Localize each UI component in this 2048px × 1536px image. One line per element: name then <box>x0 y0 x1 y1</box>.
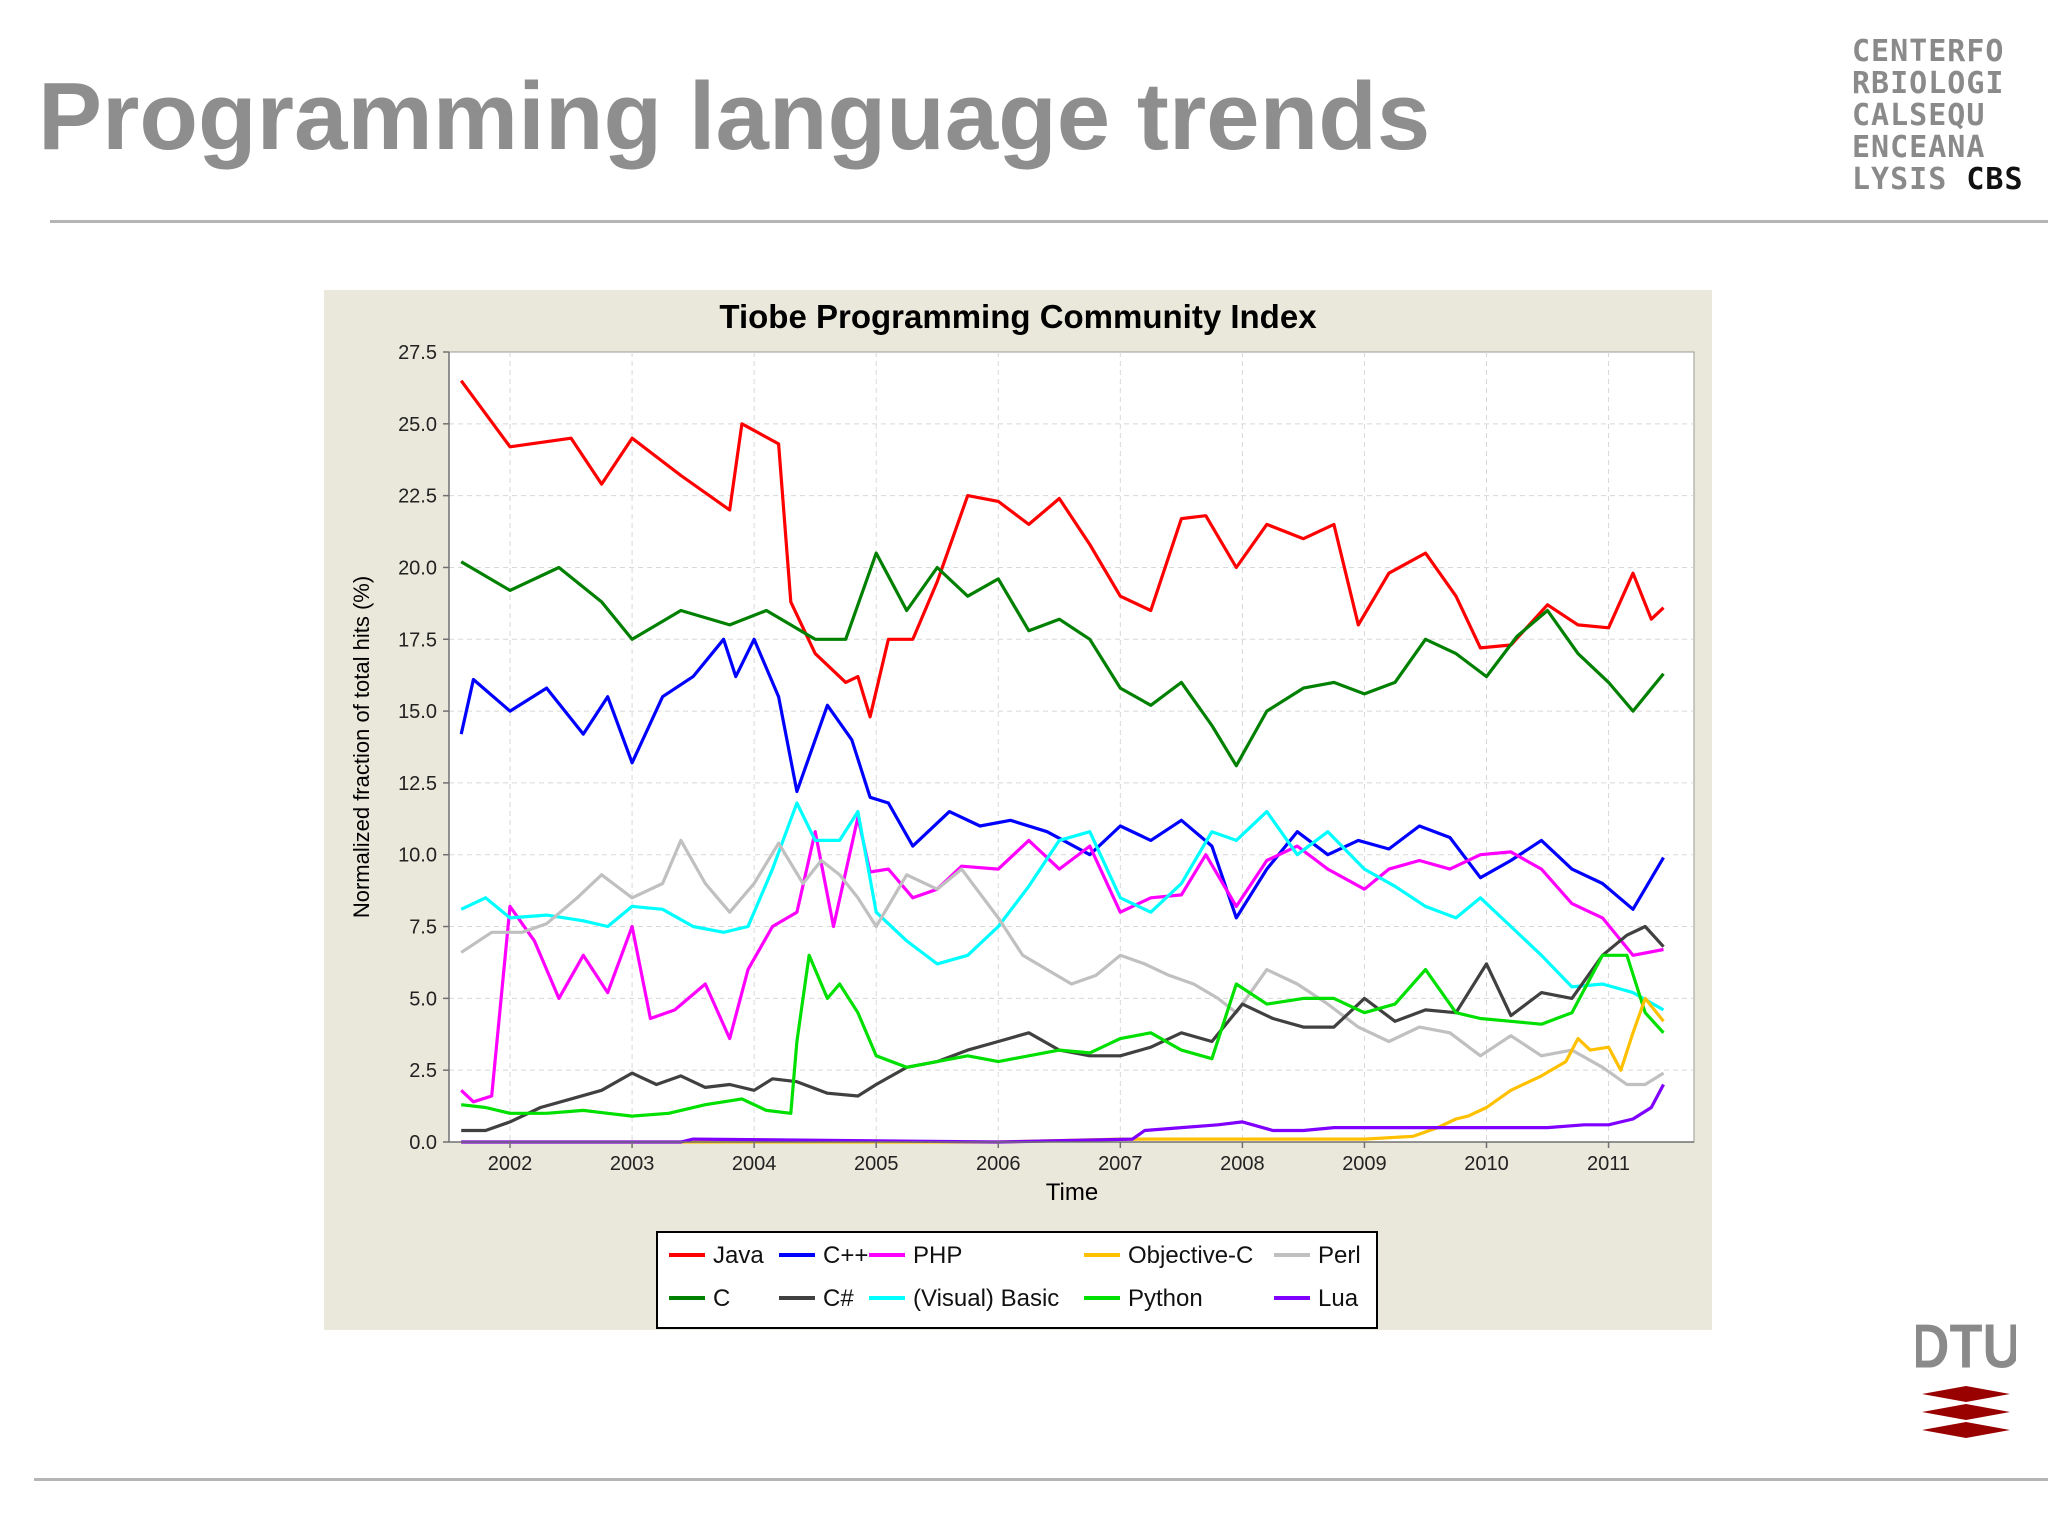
slide-title: Programming language trends <box>38 63 1431 170</box>
series-line-python <box>461 953 1665 1118</box>
dtu-logo: DTU <box>1916 1316 2016 1438</box>
y-tick-label: 25.0 <box>398 414 437 436</box>
y-tick-label: 5.0 <box>409 988 437 1010</box>
cbs-logo-line: CENTERFO <box>1852 34 2005 69</box>
cbs-logo-strong: CBS <box>1966 162 2024 197</box>
legend-label: Lua <box>1318 1285 1359 1312</box>
x-tick-label: 2011 <box>1587 1153 1630 1175</box>
y-tick-label: 20.0 <box>398 557 437 579</box>
cbs-logo: CENTERFO RBIOLOGI CALSEQU ENCEANA LYSIS … <box>1852 34 2024 197</box>
legend-label: Perl <box>1318 1242 1361 1269</box>
series-line-c <box>460 551 1665 768</box>
x-tick-label: 2002 <box>488 1153 533 1175</box>
series-line-php <box>460 815 1664 1104</box>
x-tick-label: 2003 <box>610 1153 655 1175</box>
x-tick-label: 2010 <box>1464 1153 1509 1175</box>
legend-label: C <box>713 1285 730 1312</box>
legend-label: C# <box>823 1285 854 1312</box>
x-axis-ticks: 2002 2003 2004 2005 2006 2007 2008 2009 2010 2011 <box>488 1142 1630 1175</box>
x-tick-label: 2006 <box>976 1153 1021 1175</box>
x-tick-label: 2007 <box>1098 1153 1143 1175</box>
series-line-c# <box>461 924 1665 1133</box>
x-tick-label: 2009 <box>1342 1153 1387 1175</box>
cbs-logo-prefix: LYSIS <box>1852 162 1967 197</box>
legend-label: (Visual) Basic <box>913 1285 1059 1312</box>
cbs-logo-line: RBIOLOGI <box>1852 66 2005 101</box>
legend-label: C++ <box>823 1242 868 1269</box>
dtu-logo-text: DTU <box>1916 1316 2016 1382</box>
title-divider <box>50 220 2048 223</box>
dtu-stripes-icon <box>1922 1386 2010 1438</box>
y-tick-label: 2.5 <box>409 1060 437 1082</box>
x-axis-label: Time <box>1046 1179 1098 1206</box>
x-tick-label: 2008 <box>1220 1153 1265 1175</box>
cbs-logo-line: CALSEQU <box>1852 98 1986 133</box>
legend-label: PHP <box>913 1242 962 1269</box>
y-tick-label: 22.5 <box>398 486 437 508</box>
series-line-c++ <box>459 637 1665 920</box>
line-chart: 0.0 2.5 5.0 7.5 10.0 12.5 15.0 17.5 20.0 22.5 25.0… <box>349 298 1695 1329</box>
y-axis-ticks: 0.0 2.5 5.0 7.5 10.0 12.5 15.0 17.5 20.0 22.5 25.0… <box>398 342 449 1154</box>
legend-label: Java <box>713 1242 764 1269</box>
series-line--visual-basic <box>460 801 1665 1012</box>
y-tick-label: 12.5 <box>398 773 437 795</box>
x-tick-label: 2004 <box>732 1153 777 1175</box>
legend-box <box>656 1231 1378 1329</box>
y-tick-label: 0.0 <box>409 1132 437 1154</box>
cbs-logo-line: LYSIS CBS <box>1852 162 2024 197</box>
y-axis-label: Normalized fraction of total hits (%) <box>349 576 374 918</box>
legend-label: Python <box>1128 1285 1203 1312</box>
series-line-perl <box>460 838 1665 1087</box>
y-tick-label: 15.0 <box>398 701 437 723</box>
legend: Java C++ PHP Objective-C Perl C C# (Visual) Bas… <box>656 1231 1378 1329</box>
chart-title: Tiobe Programming Community Index <box>719 298 1317 335</box>
y-tick-label: 27.5 <box>398 342 437 364</box>
cbs-logo-line: ENCEANA <box>1852 130 1986 165</box>
y-tick-label: 10.0 <box>398 845 437 867</box>
legend-label: Objective-C <box>1128 1242 1253 1269</box>
footer-divider <box>34 1478 2048 1481</box>
chart-panel: 0.0 2.5 5.0 7.5 10.0 12.5 15.0 17.5 20.0 22.5 25.0… <box>324 290 1712 1330</box>
x-tick-label: 2005 <box>854 1153 899 1175</box>
y-tick-label: 17.5 <box>398 629 437 651</box>
series-line-lua <box>461 1083 1665 1144</box>
y-tick-label: 7.5 <box>409 917 437 939</box>
plot-area <box>448 351 1695 1143</box>
series-line-java <box>459 379 1665 719</box>
